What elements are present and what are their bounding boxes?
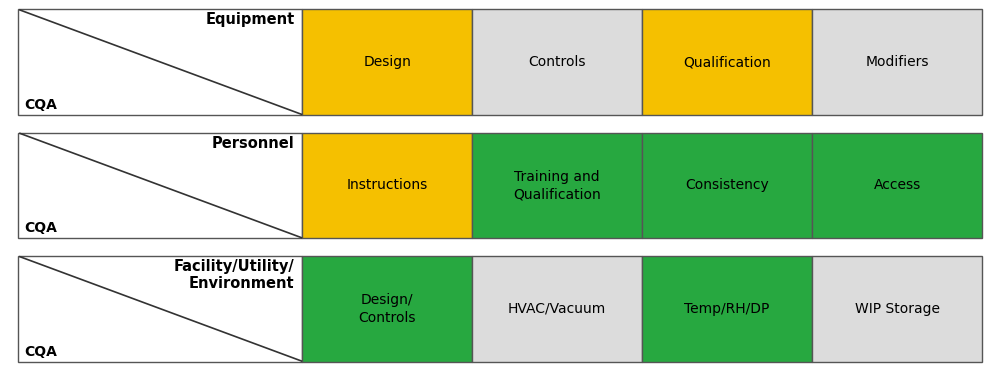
Bar — [18, 9, 302, 115]
Text: Training and
Qualification: Training and Qualification — [513, 170, 601, 201]
Text: Temp/RH/DP: Temp/RH/DP — [684, 302, 770, 316]
Bar — [302, 9, 472, 115]
Text: WIP Storage: WIP Storage — [855, 302, 940, 316]
Text: Equipment: Equipment — [205, 12, 294, 27]
Bar — [472, 132, 642, 238]
Bar — [302, 132, 472, 238]
Text: HVAC/Vacuum: HVAC/Vacuum — [508, 302, 606, 316]
Text: Instructions: Instructions — [347, 178, 428, 193]
Text: Access: Access — [873, 178, 921, 193]
Bar — [642, 132, 812, 238]
Bar — [812, 132, 982, 238]
Text: Personnel: Personnel — [212, 135, 294, 151]
Text: CQA: CQA — [24, 98, 57, 112]
Bar — [302, 256, 472, 362]
Text: Qualification: Qualification — [683, 55, 771, 69]
Text: CQA: CQA — [24, 345, 57, 359]
Bar — [812, 256, 982, 362]
Bar — [18, 132, 302, 238]
Bar — [472, 256, 642, 362]
Bar — [18, 256, 302, 362]
Text: Controls: Controls — [528, 55, 586, 69]
Bar — [642, 256, 812, 362]
Bar — [472, 9, 642, 115]
Text: CQA: CQA — [24, 221, 57, 235]
Bar — [812, 9, 982, 115]
Text: Modifiers: Modifiers — [865, 55, 929, 69]
Bar — [642, 9, 812, 115]
Text: Facility/Utility/
Environment: Facility/Utility/ Environment — [174, 259, 294, 291]
Text: Design: Design — [363, 55, 411, 69]
Text: Design/
Controls: Design/ Controls — [359, 293, 416, 325]
Text: Consistency: Consistency — [685, 178, 769, 193]
